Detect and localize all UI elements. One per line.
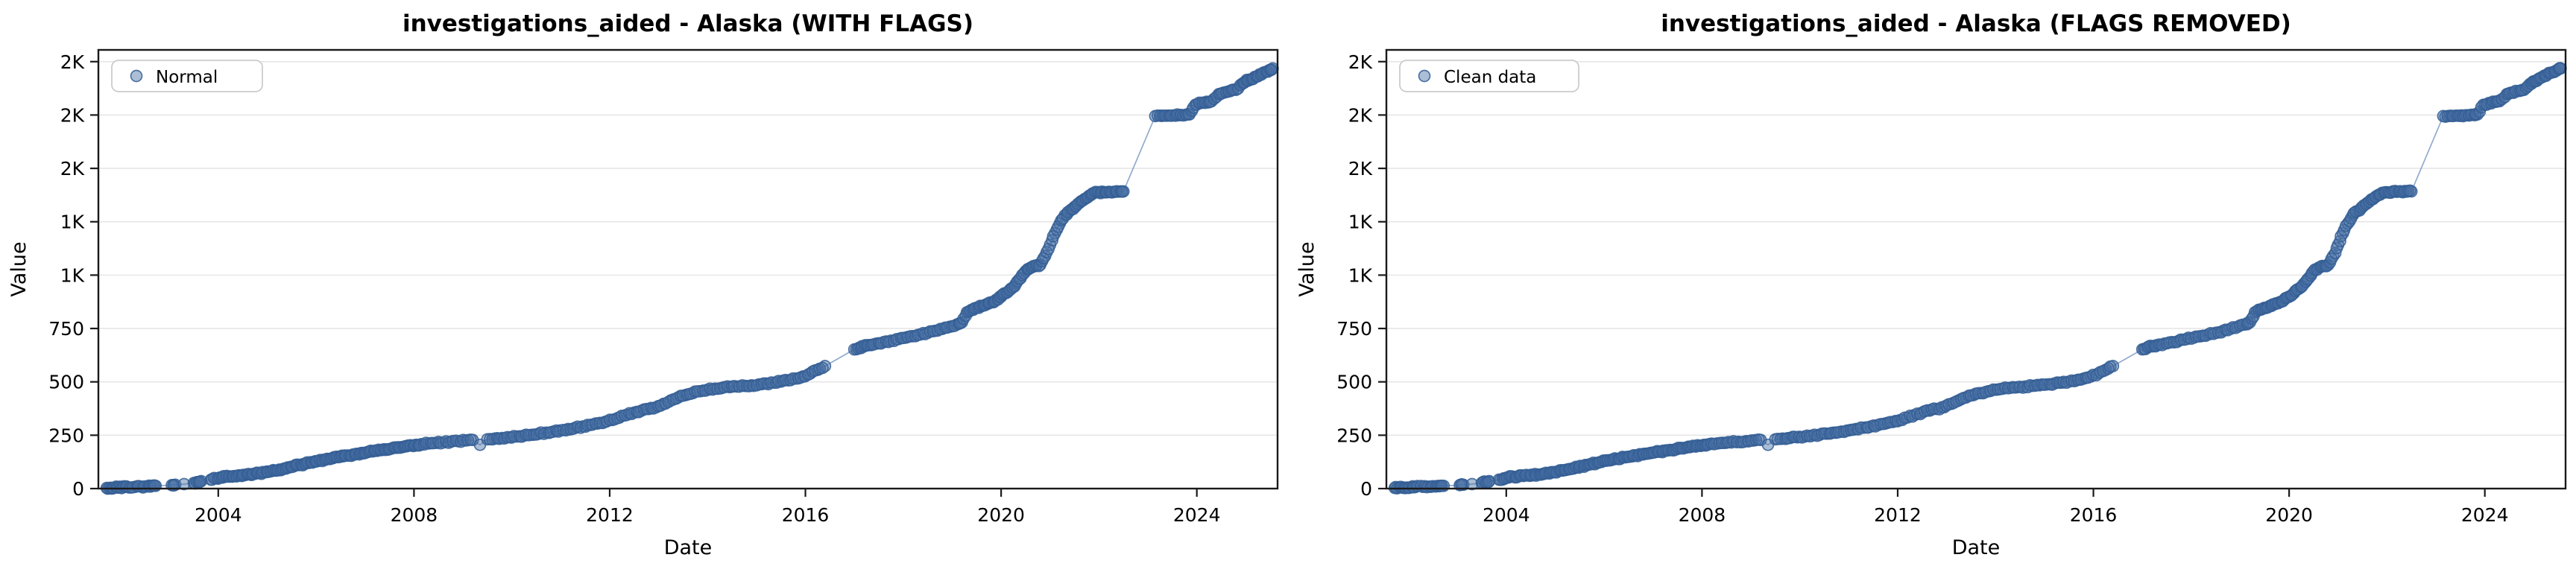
y-tick-label: 2K bbox=[1348, 51, 1373, 73]
data-point bbox=[1265, 63, 1278, 76]
x-tick-label: 2012 bbox=[586, 504, 634, 526]
y-axis-label: Value bbox=[1295, 241, 1319, 296]
y-tick-label: 1K bbox=[1348, 264, 1373, 286]
legend-box bbox=[1399, 60, 1579, 92]
y-tick-label: 1K bbox=[60, 264, 85, 286]
y-tick-label: 750 bbox=[48, 318, 84, 340]
legend: Normal bbox=[111, 60, 263, 92]
data-point bbox=[1752, 433, 1765, 446]
data-point bbox=[560, 424, 572, 437]
data-point bbox=[2103, 360, 2117, 373]
y-tick-label: 2K bbox=[1348, 158, 1373, 179]
chart-with-flags: 2004 2008 2012 2016 2020 2024 0 250 500 750 1K 1K 2K… bbox=[7, 10, 1279, 559]
y-tick-label: 2K bbox=[60, 51, 85, 73]
data-point bbox=[2016, 381, 2030, 394]
x-tick-label: 2020 bbox=[2265, 504, 2313, 526]
data-point bbox=[413, 439, 426, 452]
legend-marker-icon bbox=[1418, 69, 1431, 83]
legend-label: Clean data bbox=[1444, 68, 1536, 87]
x-tick-label: 2008 bbox=[1679, 504, 1726, 526]
data-point bbox=[1877, 417, 1890, 430]
data-point bbox=[2553, 62, 2566, 74]
chart-title: investigations_aided - Alaska (WITH FLAG… bbox=[402, 10, 973, 37]
y-tick-label: 0 bbox=[72, 478, 84, 500]
x-tick-label: 2012 bbox=[1874, 504, 1922, 526]
data-point bbox=[1482, 475, 1495, 489]
data-point bbox=[603, 413, 616, 426]
data-point bbox=[1116, 185, 1128, 198]
data-point bbox=[926, 325, 940, 338]
x-tick-label: 2004 bbox=[195, 504, 242, 526]
y-tick-label: 0 bbox=[1360, 478, 1372, 500]
data-point bbox=[1182, 107, 1195, 121]
x-tick-label: 2016 bbox=[782, 504, 830, 526]
y-axis-label: Value bbox=[7, 241, 31, 296]
data-point bbox=[464, 433, 477, 446]
y-tick-label: 750 bbox=[1336, 318, 1372, 340]
x-tick-label: 2024 bbox=[1173, 504, 1221, 526]
data-point bbox=[1046, 230, 1060, 243]
x-tick-label: 2004 bbox=[1483, 504, 1530, 526]
data-point bbox=[1435, 479, 1448, 492]
axes-box bbox=[97, 48, 1279, 490]
x-tick-label: 2016 bbox=[2070, 504, 2118, 526]
y-tick-label: 500 bbox=[48, 372, 84, 393]
y-tick-label: 2K bbox=[60, 158, 85, 179]
chart-flags-removed: 2004 2008 2012 2016 2020 2024 0 250 500 750 1K 1K 2K… bbox=[1288, 0, 2576, 572]
y-tick-label: 1K bbox=[60, 212, 85, 233]
legend-box bbox=[111, 60, 263, 92]
data-point bbox=[2330, 241, 2343, 255]
data-point bbox=[1979, 385, 1992, 398]
scatter-series bbox=[100, 62, 1279, 495]
legend: Clean data bbox=[1399, 60, 1579, 92]
y-tick-label: 2K bbox=[1348, 104, 1373, 126]
data-point bbox=[1455, 477, 1468, 491]
x-tick-label: 2024 bbox=[2461, 504, 2509, 526]
y-tick-label: 1K bbox=[1348, 212, 1373, 233]
data-point bbox=[816, 361, 829, 375]
data-point bbox=[193, 475, 206, 489]
x-axis-label: Date bbox=[664, 536, 713, 559]
chart-title: investigations_aided - Alaska (FLAGS REM… bbox=[1661, 10, 2291, 37]
data-point bbox=[2404, 184, 2416, 197]
axes-box bbox=[1385, 48, 2567, 490]
x-tick-label: 2020 bbox=[977, 504, 1025, 526]
x-axis-label: Date bbox=[1952, 536, 2001, 559]
data-point bbox=[2334, 229, 2347, 243]
y-tick-label: 2K bbox=[60, 104, 85, 126]
legend-label: Normal bbox=[156, 68, 218, 87]
data-point bbox=[2174, 333, 2188, 346]
x-tick-label: 2008 bbox=[391, 504, 438, 526]
y-tick-label: 250 bbox=[48, 425, 84, 446]
y-tick-label: 250 bbox=[1336, 425, 1372, 446]
data-point bbox=[1730, 436, 1743, 449]
legend-marker-icon bbox=[130, 69, 143, 83]
y-tick-label: 500 bbox=[1336, 372, 1372, 393]
data-point bbox=[2102, 362, 2115, 375]
data-point bbox=[1847, 423, 1860, 436]
